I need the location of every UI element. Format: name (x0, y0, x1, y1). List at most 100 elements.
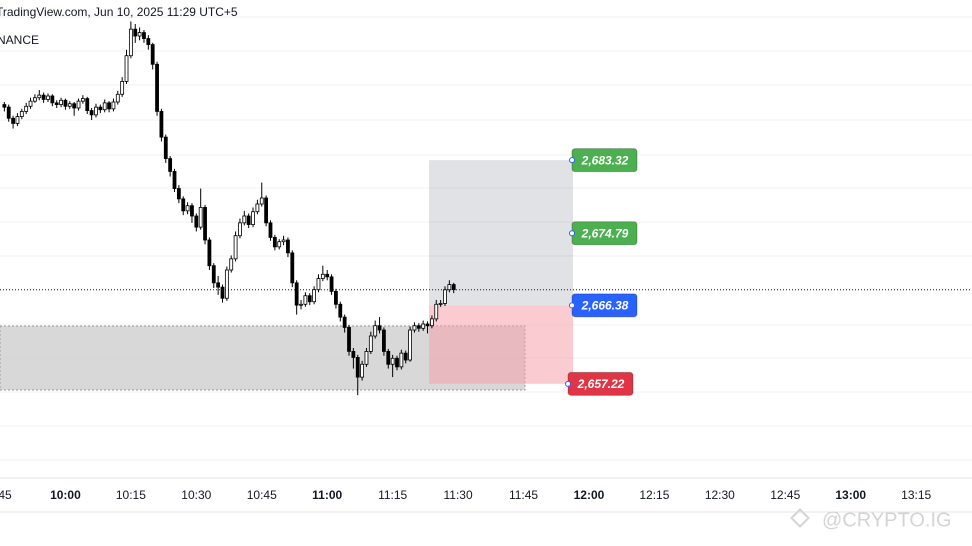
candle-body (443, 289, 447, 304)
candle-body (37, 94, 42, 99)
candle-body (94, 106, 98, 116)
candle-body (325, 273, 330, 278)
candle-body (172, 171, 177, 189)
candle-body (220, 286, 225, 299)
candle-body (316, 278, 321, 291)
level-handle (565, 380, 571, 387)
x-tick-label: 12:00 (574, 488, 605, 502)
candle-body (373, 325, 378, 337)
candle-body (190, 205, 194, 217)
x-tick-label: 12:30 (705, 488, 735, 502)
candle-body (360, 363, 365, 378)
position-tool (429, 160, 573, 384)
candle-body (251, 211, 255, 225)
candle-body (115, 93, 120, 103)
candle-body (264, 197, 269, 224)
candle-body (19, 111, 24, 117)
candle-body (447, 284, 452, 291)
grid (0, 16, 972, 461)
candle-body (224, 269, 229, 299)
candle-body (312, 289, 317, 303)
x-tick-label: 12:45 (770, 488, 800, 502)
candle-body (238, 222, 242, 237)
candle-body (430, 318, 434, 327)
candle-body (307, 295, 312, 303)
labels: 2,683.32 2,674.79 2,666.38 2,657.22 (565, 148, 638, 396)
candle-body (259, 197, 264, 205)
candle-body (377, 325, 382, 331)
x-tick-label: 10:45 (247, 488, 277, 502)
candle-body (85, 98, 90, 111)
symbol: NANCE (0, 33, 39, 47)
candle-body (111, 101, 116, 110)
candle-body (334, 291, 338, 305)
candle-body (124, 55, 129, 82)
candle-body (67, 103, 72, 107)
x-tick-label: 12:15 (639, 488, 669, 502)
candle-body (33, 97, 37, 102)
candle-body (364, 351, 369, 365)
candle-body (408, 329, 412, 361)
candle-body (211, 265, 216, 284)
candle-body (299, 303, 303, 306)
candle-body (386, 351, 391, 365)
candle-body (15, 116, 20, 124)
candle-body (382, 329, 386, 352)
candle-body (268, 222, 273, 238)
candle-body (320, 273, 325, 279)
candle-body (347, 327, 351, 352)
watermark: @CRYPTO.IG (822, 509, 952, 531)
candle-body (2, 104, 7, 108)
x-tick-label: 10:15 (116, 488, 146, 502)
candle-body (120, 81, 125, 95)
candle-body (159, 111, 164, 138)
candle-body (403, 352, 408, 361)
candle-body (290, 252, 295, 284)
candle-body (133, 28, 138, 37)
candle-body (41, 94, 46, 100)
candle-body (355, 357, 360, 378)
candle-body (390, 357, 395, 365)
candle-body (63, 99, 68, 107)
candle-body (233, 235, 238, 260)
level-label: 2,657.22 (577, 377, 625, 391)
candle-body (28, 100, 33, 107)
candle-body (242, 215, 247, 224)
candle-body (98, 106, 103, 111)
candle-body (185, 205, 190, 212)
candle-body (368, 335, 373, 352)
candle-body (342, 316, 347, 328)
candle-body (150, 44, 155, 65)
candle-body (194, 215, 199, 228)
candle-body (399, 352, 404, 368)
candle-body (425, 323, 430, 327)
candle-body (107, 102, 111, 110)
candle-body (395, 357, 399, 368)
candle-body (181, 198, 186, 212)
candle-body (329, 276, 334, 292)
candle-body (76, 100, 81, 109)
x-tick-label: 11:30 (444, 488, 473, 502)
stop-zone (429, 305, 573, 384)
x-tick-label: 13:15 (901, 488, 931, 502)
level-handle (569, 230, 575, 237)
candle-body (229, 258, 234, 271)
candle-body (168, 158, 173, 172)
candle-body (46, 95, 50, 100)
candle-body (246, 215, 251, 225)
candle-body (351, 351, 356, 358)
x-tick-label: 13:00 (835, 488, 866, 502)
candle-body (72, 103, 77, 109)
level-label: 2,683.32 (581, 153, 629, 167)
candle-body (272, 237, 277, 248)
candle-body (451, 284, 456, 291)
candle-body (421, 323, 426, 329)
x-tick-label: 10:30 (181, 488, 211, 502)
candle-body (412, 325, 417, 331)
candle-body (24, 105, 29, 112)
candle-body (59, 99, 63, 105)
level-handle (569, 157, 575, 164)
candle-body (50, 95, 55, 104)
candle-body (286, 239, 290, 254)
